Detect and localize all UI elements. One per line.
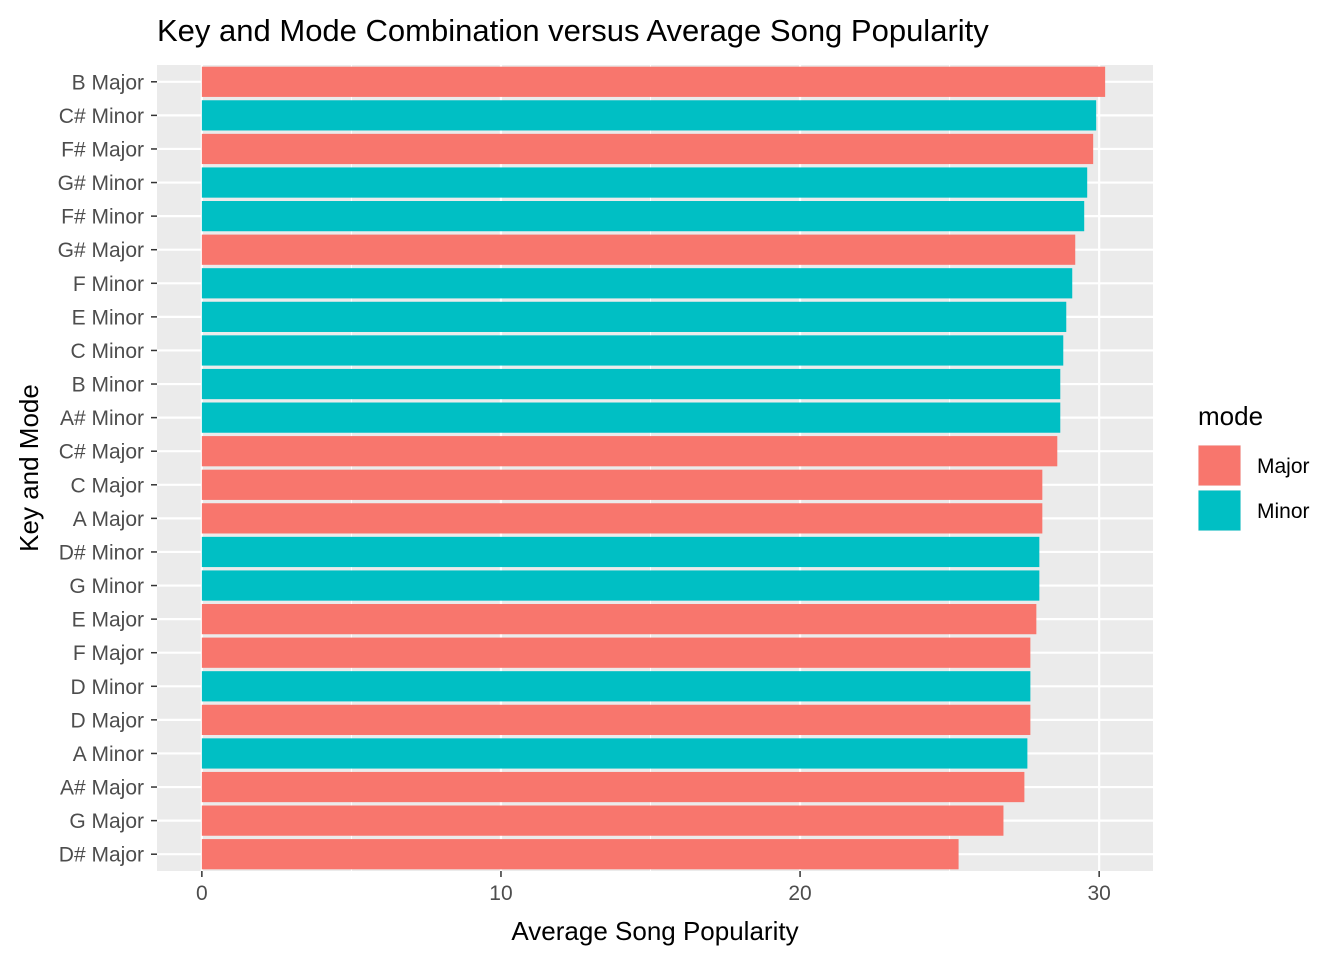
bar-f-major (201, 637, 1031, 668)
panel-background (157, 65, 1153, 871)
y-tick-label: G# Minor (58, 172, 144, 195)
y-tick-label: F Minor (73, 273, 144, 296)
y-tick-label: E Major (72, 609, 144, 632)
bar-f-sharp-minor (201, 201, 1085, 232)
y-tick-label: E Minor (72, 306, 144, 329)
y-tick-label: F# Major (61, 138, 144, 161)
bar-a-major (201, 503, 1043, 534)
bar-g-major (201, 805, 1004, 836)
bar-g-sharp-major (201, 234, 1076, 265)
x-axis-title: Average Song Popularity (511, 916, 798, 946)
y-axis: B Major C# Minor F# Major G# Minor F# Minor G… (58, 71, 157, 867)
y-tick-label: C Major (70, 474, 144, 497)
bar-f-sharp-major (201, 133, 1094, 165)
y-tick-label: F Major (73, 642, 144, 665)
y-tick-label: G# Major (58, 239, 144, 262)
bar-d-major (201, 704, 1031, 735)
legend-swatch-minor (1198, 490, 1241, 531)
y-tick-label: B Major (72, 71, 144, 94)
chart-title: Key and Mode Combination versus Average … (157, 13, 989, 48)
legend-title: mode (1198, 401, 1263, 431)
x-axis: 0 10 20 30 (196, 871, 1111, 905)
bar-e-major (201, 604, 1037, 635)
legend: mode Major Minor (1198, 401, 1310, 531)
legend-swatch-major (1198, 445, 1241, 486)
y-tick-label: C Minor (70, 340, 144, 363)
y-tick-label: D# Major (59, 844, 144, 867)
bar-e-minor (201, 301, 1067, 332)
y-tick-label: D Minor (70, 676, 144, 699)
bar-c-sharp-minor (201, 100, 1097, 131)
y-tick-label: F# Minor (61, 206, 144, 229)
plot-panel (157, 65, 1153, 871)
bar-c-major (201, 469, 1043, 500)
bar-a-sharp-minor (201, 402, 1061, 433)
y-tick-label: G Minor (69, 575, 144, 598)
x-tick-label: 0 (196, 882, 208, 905)
bar-g-sharp-minor (201, 167, 1088, 198)
bar-f-minor (201, 268, 1073, 299)
bar-d-sharp-minor (201, 536, 1040, 568)
bar-d-minor (201, 671, 1031, 702)
y-tick-label: D# Minor (59, 541, 144, 564)
y-tick-label: A# Major (60, 777, 144, 800)
legend-label-minor: Minor (1257, 500, 1310, 523)
y-tick-label: B Minor (72, 374, 144, 397)
bar-b-major (201, 66, 1106, 97)
y-tick-label: A Major (73, 508, 144, 531)
legend-label-major: Major (1257, 455, 1310, 478)
bar-g-minor (201, 570, 1040, 601)
y-tick-label: G Major (69, 810, 144, 833)
x-tick-label: 20 (788, 882, 811, 905)
bar-c-minor (201, 335, 1064, 366)
y-tick-label: C# Minor (59, 105, 144, 128)
y-tick-label: D Major (70, 709, 144, 732)
y-tick-label: C# Major (59, 441, 144, 464)
x-tick-label: 10 (489, 882, 512, 905)
y-axis-title: Key and Mode (14, 384, 44, 552)
bar-c-sharp-major (201, 436, 1058, 467)
y-tick-label: A Minor (73, 743, 144, 766)
bar-a-minor (201, 738, 1028, 769)
bar-b-minor (201, 368, 1061, 400)
x-tick-label: 30 (1087, 882, 1110, 905)
bar-d-sharp-major (201, 839, 959, 870)
bar-a-sharp-major (201, 771, 1025, 803)
y-tick-label: A# Minor (60, 407, 144, 430)
